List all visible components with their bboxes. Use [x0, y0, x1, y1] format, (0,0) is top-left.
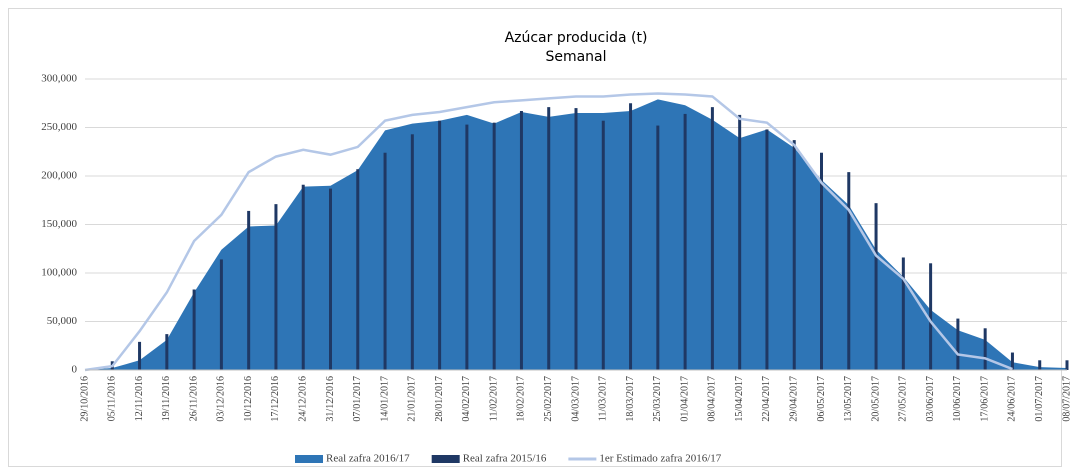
bar: [329, 188, 332, 370]
bar: [629, 103, 633, 370]
bar: [874, 203, 878, 370]
x-tick-label: 29/04/2017: [789, 376, 800, 422]
bar: [574, 108, 578, 370]
y-tick-label: 100,000: [41, 267, 77, 279]
bar: [383, 152, 387, 370]
x-tick-label: 10/06/2017: [952, 376, 963, 422]
x-tick-label: 07/01/2017: [352, 376, 363, 422]
y-tick-label: 50,000: [47, 315, 78, 327]
y-tick-label: 0: [72, 364, 78, 376]
bar: [465, 124, 469, 370]
x-tick-label: 19/11/2016: [161, 376, 172, 421]
bar: [792, 140, 796, 370]
bar: [956, 318, 960, 370]
bar: [738, 114, 742, 370]
x-tick-label: 12/11/2016: [134, 376, 145, 421]
bar: [901, 257, 905, 370]
chart-subtitle: Semanal: [545, 49, 606, 65]
bar: [356, 169, 360, 370]
x-tick-label: 01/07/2017: [1034, 376, 1045, 422]
bar: [247, 210, 251, 370]
x-tick-label: 24/06/2017: [1007, 376, 1018, 422]
bar: [929, 263, 933, 370]
legend-swatch: [295, 455, 323, 463]
bar: [192, 289, 196, 370]
bar: [765, 129, 769, 370]
x-tick-label: 27/05/2017: [898, 376, 909, 422]
legend-label: 1er Estimado zafra 2016/17: [599, 453, 721, 465]
legend-swatch: [431, 455, 460, 463]
x-tick-label: 14/01/2017: [379, 376, 390, 422]
x-tick-label: 29/10/2016: [79, 376, 90, 422]
bar: [274, 204, 278, 370]
line: [84, 92, 1013, 372]
x-tick-label: 20/05/2017: [870, 376, 881, 422]
x-tick-label: 04/03/2017: [570, 376, 581, 422]
chart-title: Azúcar producida (t): [505, 30, 648, 46]
bar: [547, 107, 551, 370]
x-tick-label: 24/12/2016: [298, 376, 309, 422]
bar: [656, 125, 660, 370]
x-tick-label: 18/02/2017: [516, 376, 527, 422]
x-tick-label: 17/06/2017: [979, 376, 990, 422]
x-tick-label: 05/11/2016: [107, 376, 118, 421]
y-tick-label: 250,000: [41, 121, 77, 133]
bar: [165, 334, 169, 370]
x-tick-label: 13/05/2017: [843, 376, 854, 422]
bar: [138, 341, 142, 370]
x-tick-label: 03/12/2016: [216, 376, 227, 422]
x-tick-label: 15/04/2017: [734, 376, 745, 422]
x-tick-label: 21/01/2017: [407, 376, 418, 422]
x-tick-label: 01/04/2017: [679, 376, 690, 422]
bar: [410, 134, 414, 370]
bar: [847, 172, 851, 370]
bar: [492, 122, 496, 371]
bar: [1038, 360, 1042, 370]
bar: [1010, 352, 1014, 370]
x-tick-label: 22/04/2017: [761, 376, 772, 422]
x-tick-label: 10/12/2016: [243, 376, 254, 422]
y-tick-label: 150,000: [41, 218, 77, 230]
x-tick-label: 08/07/2017: [1061, 376, 1070, 422]
x-tick-label: 31/12/2016: [325, 376, 336, 422]
x-tick-label: 03/06/2017: [925, 376, 936, 422]
x-tick-label: 25/03/2017: [652, 376, 663, 422]
bar: [519, 111, 523, 370]
bar: [983, 328, 987, 370]
bar: [1065, 360, 1069, 370]
bar: [438, 120, 442, 371]
y-tick-label: 200,000: [41, 170, 77, 182]
bar: [683, 113, 687, 371]
y-tick-label: 300,000: [41, 73, 77, 85]
x-tick-label: 08/04/2017: [707, 376, 718, 422]
x-tick-label: 04/02/2017: [461, 376, 472, 422]
x-tick-label: 25/02/2017: [543, 376, 554, 422]
legend-label: Real zafra 2016/17: [326, 453, 410, 465]
x-tick-label: 26/11/2016: [188, 376, 199, 421]
bar: [601, 120, 605, 371]
x-tick-label: 17/12/2016: [270, 376, 281, 422]
bar: [820, 152, 823, 370]
bar: [710, 107, 714, 370]
x-tick-label: 28/01/2017: [434, 376, 445, 422]
bar: [301, 184, 305, 370]
x-tick-label: 06/05/2017: [816, 376, 827, 422]
bar: [219, 259, 223, 370]
x-tick-label: 11/02/2017: [488, 376, 499, 421]
x-tick-label: 11/03/2017: [598, 376, 609, 421]
x-tick-label: 18/03/2017: [625, 376, 636, 422]
legend-label: Real zafra 2015/16: [463, 453, 547, 465]
